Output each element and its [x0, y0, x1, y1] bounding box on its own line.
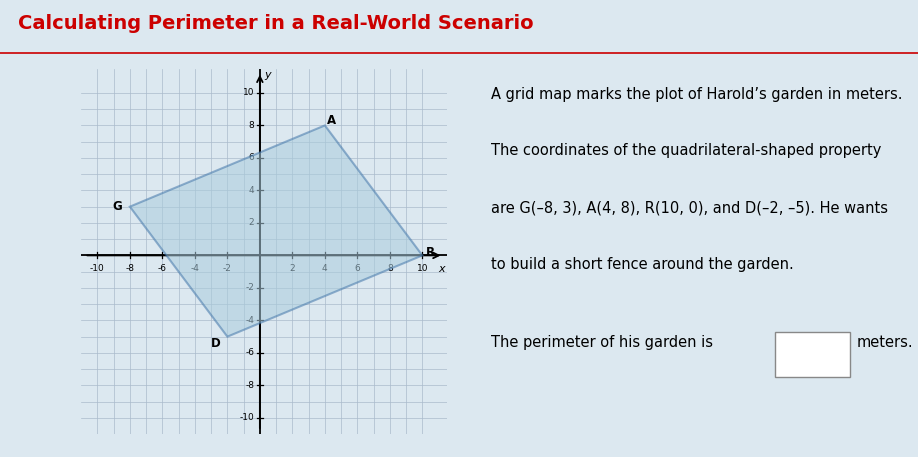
Text: -4: -4 — [245, 316, 254, 325]
Text: -4: -4 — [190, 264, 199, 273]
Text: 8: 8 — [387, 264, 393, 273]
Text: 8: 8 — [249, 121, 254, 130]
Text: 2: 2 — [289, 264, 296, 273]
Text: A grid map marks the plot of Harold’s garden in meters.: A grid map marks the plot of Harold’s ga… — [491, 87, 902, 102]
Text: to build a short fence around the garden.: to build a short fence around the garden… — [491, 257, 794, 272]
Text: meters.: meters. — [856, 335, 913, 351]
Text: 4: 4 — [249, 186, 254, 195]
Text: -6: -6 — [245, 348, 254, 357]
Text: -2: -2 — [245, 283, 254, 292]
Text: 6: 6 — [249, 154, 254, 162]
Polygon shape — [129, 125, 422, 337]
Text: 10: 10 — [417, 264, 428, 273]
Text: The perimeter of his garden is: The perimeter of his garden is — [491, 335, 713, 351]
Text: -6: -6 — [158, 264, 167, 273]
Text: -10: -10 — [240, 414, 254, 422]
Text: -8: -8 — [245, 381, 254, 390]
FancyBboxPatch shape — [775, 332, 850, 377]
Text: -8: -8 — [126, 264, 134, 273]
Text: y: y — [264, 70, 271, 80]
Text: 10: 10 — [242, 88, 254, 97]
Text: 2: 2 — [249, 218, 254, 228]
Text: R: R — [426, 246, 435, 260]
Text: Calculating Perimeter in a Real-World Scenario: Calculating Perimeter in a Real-World Sc… — [18, 14, 534, 33]
Text: The coordinates of the quadrilateral-shaped property: The coordinates of the quadrilateral-sha… — [491, 143, 881, 159]
Text: 6: 6 — [354, 264, 360, 273]
Text: D: D — [211, 337, 221, 350]
Text: 4: 4 — [322, 264, 328, 273]
Text: G: G — [112, 200, 122, 213]
Text: -10: -10 — [90, 264, 105, 273]
Text: -2: -2 — [223, 264, 232, 273]
Text: x: x — [439, 264, 445, 274]
Text: are G(–8, 3), A(4, 8), R(10, 0), and D(–2, –5). He wants: are G(–8, 3), A(4, 8), R(10, 0), and D(–… — [491, 200, 888, 215]
Text: ∨: ∨ — [832, 344, 840, 354]
Text: A: A — [327, 114, 336, 127]
